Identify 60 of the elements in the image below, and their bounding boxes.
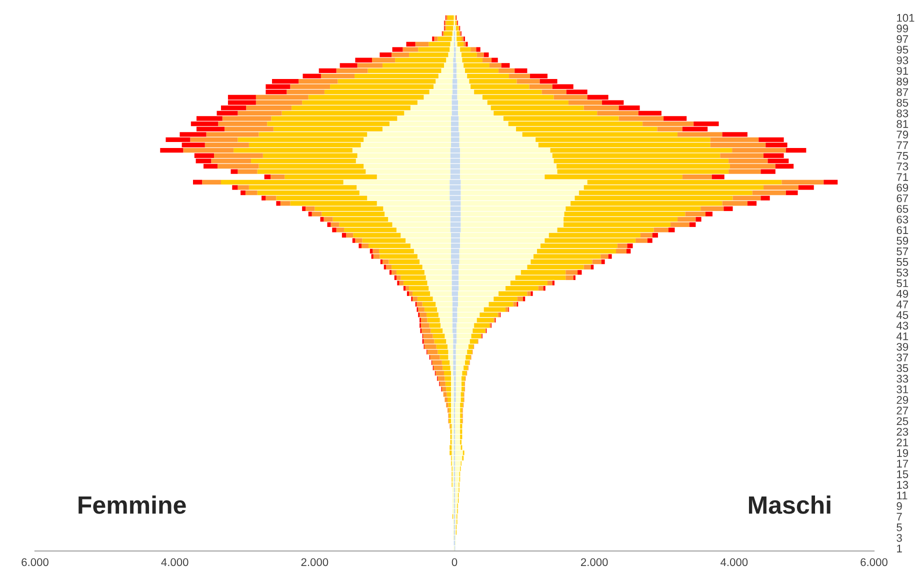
y-tick-label: 1 <box>897 544 902 552</box>
y-tick-label: 21 <box>896 438 908 446</box>
y-tick-label: 99 <box>896 24 908 32</box>
y-tick-label: 55 <box>896 258 908 266</box>
y-tick-label: 79 <box>896 130 908 139</box>
y-tick-label: 29 <box>896 396 908 404</box>
x-tick-label: 6.000 <box>860 558 888 566</box>
y-tick-label: 45 <box>896 311 908 319</box>
y-tick-label: 27 <box>896 406 908 414</box>
y-tick-label: 39 <box>896 342 908 351</box>
y-tick-label: 67 <box>896 194 908 202</box>
y-tick-label: 77 <box>896 141 908 150</box>
y-tick-label: 87 <box>896 88 908 96</box>
y-tick-label: 19 <box>897 449 908 457</box>
y-tick-label: 23 <box>896 428 908 436</box>
y-tick-label: 41 <box>896 332 908 340</box>
y-tick-label: 71 <box>896 173 908 181</box>
y-tick-label: 7 <box>896 512 902 521</box>
y-tick-label: 75 <box>896 152 908 160</box>
y-tick-label: 89 <box>896 78 908 86</box>
y-tick-label: 61 <box>896 226 908 234</box>
y-tick-label: 13 <box>897 480 908 489</box>
x-tick-label: 4.000 <box>720 558 748 566</box>
y-tick-label: 83 <box>896 109 908 118</box>
y-tick-label: 33 <box>896 374 908 383</box>
x-tick-label: 0 <box>452 558 458 566</box>
y-tick-label: 59 <box>896 236 908 245</box>
y-tick-label: 3 <box>896 534 902 542</box>
y-tick-label: 51 <box>896 279 908 288</box>
y-tick-label: 95 <box>896 46 908 54</box>
y-tick-label: 43 <box>896 322 908 330</box>
x-tick-label: 4.000 <box>161 558 188 566</box>
y-tick-label: 9 <box>896 502 902 510</box>
y-tick-label: 91 <box>896 66 908 75</box>
y-tick-label: 11 <box>897 492 908 500</box>
y-tick-label: 85 <box>896 98 908 107</box>
y-tick-label: 5 <box>896 524 902 532</box>
y-tick-label: 31 <box>896 385 908 394</box>
y-tick-label: 47 <box>896 300 908 308</box>
annotation: Femmine <box>78 496 186 514</box>
y-tick-label: 97 <box>896 35 908 44</box>
y-tick-label: 69 <box>896 184 908 192</box>
y-tick-label: 93 <box>896 56 908 64</box>
x-tick-label: 6.000 <box>22 558 48 566</box>
y-tick-label: 35 <box>896 364 908 372</box>
x-tick-label: 2.000 <box>301 558 328 566</box>
y-tick-label: 37 <box>896 354 908 362</box>
y-tick-label: 65 <box>896 204 908 213</box>
x-tick-label: 2.000 <box>580 558 608 566</box>
y-tick-label: 57 <box>896 248 908 256</box>
y-tick-label: 81 <box>896 120 908 128</box>
y-tick-label: 25 <box>896 417 908 426</box>
y-tick-label: 49 <box>896 290 908 298</box>
y-tick-label: 101 <box>897 14 914 22</box>
y-tick-label: 73 <box>896 162 908 170</box>
annotation: Maschi <box>748 496 830 514</box>
y-tick-label: 53 <box>896 268 908 277</box>
y-tick-label: 15 <box>897 470 908 478</box>
y-tick-label: 17 <box>897 460 908 468</box>
y-tick-label: 63 <box>896 216 908 224</box>
